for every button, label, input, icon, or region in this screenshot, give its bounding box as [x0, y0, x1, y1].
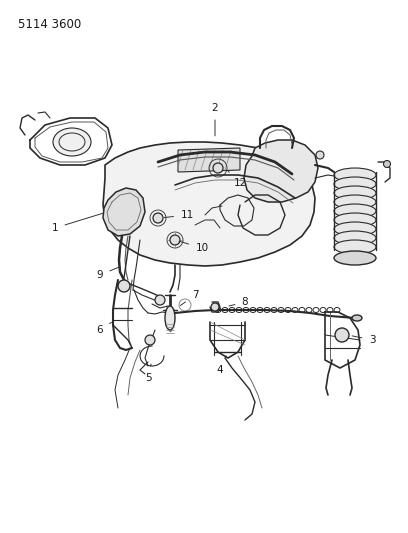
Ellipse shape	[352, 315, 362, 321]
Ellipse shape	[53, 128, 91, 156]
Circle shape	[384, 160, 390, 167]
Circle shape	[316, 151, 324, 159]
Circle shape	[335, 328, 349, 342]
Circle shape	[170, 235, 180, 245]
Text: 6: 6	[97, 322, 111, 335]
Ellipse shape	[334, 213, 376, 227]
Circle shape	[155, 295, 165, 305]
Ellipse shape	[334, 204, 376, 218]
Polygon shape	[103, 142, 315, 266]
Circle shape	[145, 335, 155, 345]
Text: 10: 10	[179, 241, 208, 253]
Ellipse shape	[334, 168, 376, 182]
Text: 2: 2	[212, 103, 218, 136]
Text: 1: 1	[52, 213, 103, 233]
Text: 4: 4	[217, 356, 226, 375]
Ellipse shape	[334, 195, 376, 209]
Circle shape	[153, 213, 163, 223]
Text: 11: 11	[164, 210, 194, 220]
Text: 5114 3600: 5114 3600	[18, 18, 81, 31]
Ellipse shape	[334, 240, 376, 254]
Ellipse shape	[165, 306, 175, 330]
Polygon shape	[244, 140, 318, 202]
Polygon shape	[178, 148, 240, 172]
Text: 9: 9	[97, 266, 120, 280]
Text: 3: 3	[352, 335, 375, 345]
Ellipse shape	[334, 231, 376, 245]
Circle shape	[118, 280, 130, 292]
Polygon shape	[103, 188, 145, 236]
Circle shape	[213, 163, 223, 173]
Text: 12: 12	[228, 171, 246, 188]
Text: 7: 7	[180, 290, 198, 305]
Ellipse shape	[334, 186, 376, 200]
Text: 8: 8	[229, 297, 248, 307]
Ellipse shape	[334, 177, 376, 191]
Text: 5: 5	[145, 364, 151, 383]
Ellipse shape	[334, 222, 376, 236]
Circle shape	[211, 303, 219, 311]
Ellipse shape	[334, 251, 376, 265]
